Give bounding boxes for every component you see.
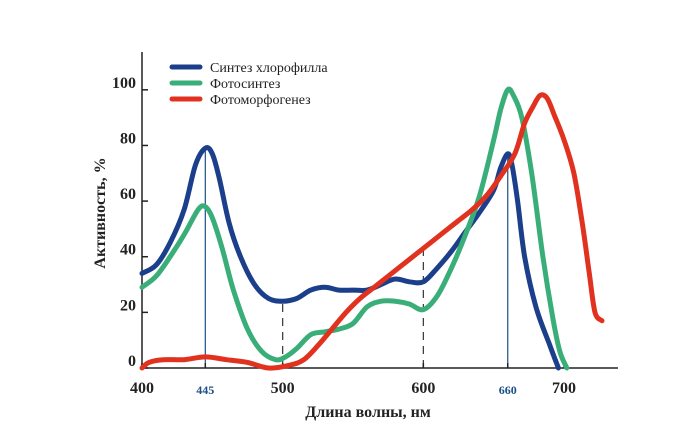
y-tick-label-40: 40 <box>120 242 136 259</box>
x-axis-title: Длина волны, нм <box>305 404 431 421</box>
series-lines <box>139 86 605 371</box>
legend-label-photosynthesis: Фотосинтез <box>210 77 281 92</box>
series-line-photosynthesis <box>139 86 570 371</box>
x-tick-label-500: 500 <box>271 380 295 397</box>
y-tick-label-80: 80 <box>120 130 136 147</box>
series-line-chlorophyll-synthesis <box>139 145 561 371</box>
y-tick-label-100: 100 <box>112 75 136 92</box>
y-axis-title: Активность, % <box>92 157 109 268</box>
x-tick-label-660: 660 <box>499 383 517 397</box>
legend-label-photomorphogenesis: Фотоморфогенез <box>210 93 311 108</box>
reference-lines <box>204 148 509 368</box>
y-tick-label-20: 20 <box>120 297 136 314</box>
y-tick-label-0: 0 <box>128 353 136 370</box>
x-tick-label-445: 445 <box>196 383 214 397</box>
legend-label-chlorophyll-synthesis: Синтез хлорофилла <box>210 61 328 76</box>
axes: 0 20 40 60 80 100 400 445 500 600 660 700 <box>112 52 618 397</box>
x-tick-label-700: 700 <box>552 380 576 397</box>
legend: Синтез хлорофиллаФотосинтезФотоморфогене… <box>169 61 328 108</box>
series-line-photomorphogenesis <box>139 92 605 371</box>
x-tick-label-600: 600 <box>411 380 435 397</box>
x-tick-label-400: 400 <box>130 380 154 397</box>
y-tick-label-60: 60 <box>120 186 136 203</box>
